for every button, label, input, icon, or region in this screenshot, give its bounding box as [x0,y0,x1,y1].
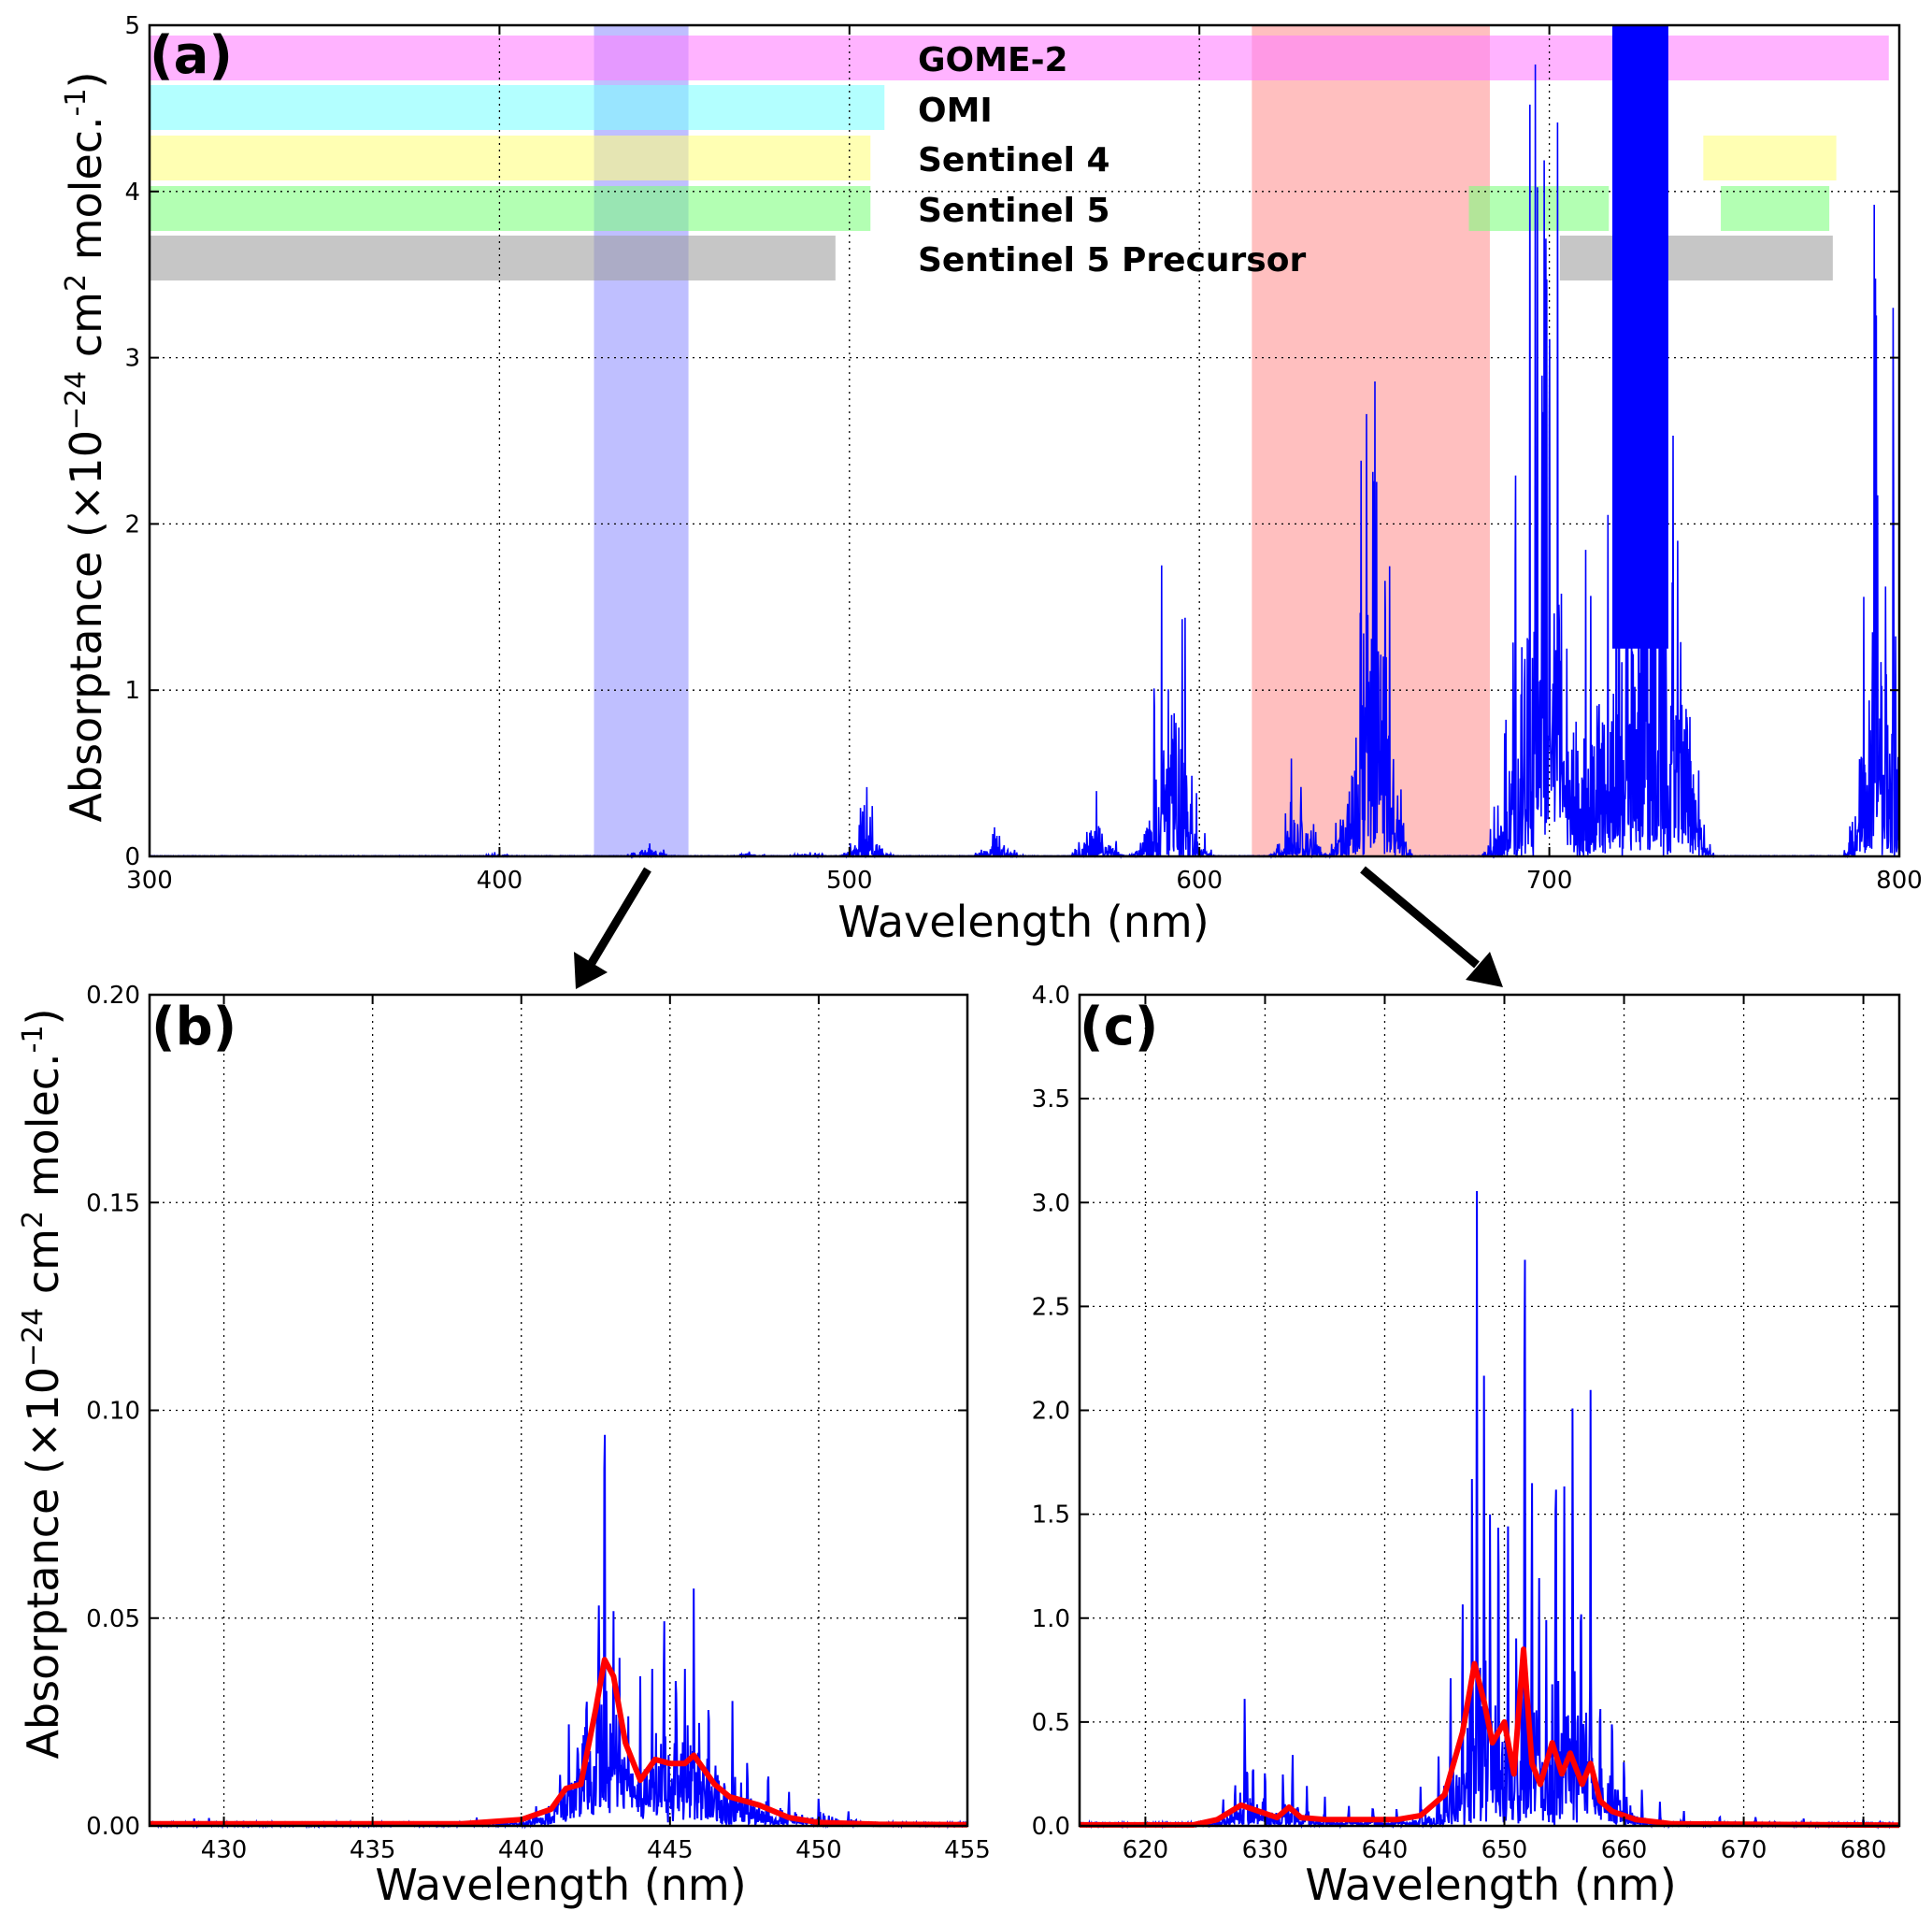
panel-a-ticks: 300 400 500 600 700 800 0 1 2 3 4 5 [124,12,1922,895]
panel-b-x-axis-label: Wavelength (nm) [375,1860,746,1910]
c-x-tick-label: 660 [1601,1836,1648,1864]
panel-b-spectra [149,1434,968,1830]
instrument-bar-2-0 [150,136,871,180]
b-x-tick-label: 440 [498,1836,545,1864]
a-x-tick-label: 700 [1526,867,1573,895]
panel-b-grid [150,994,968,1827]
c-y-tick-label: 2.5 [1032,1293,1070,1321]
instrument-bar-4-0 [150,236,836,280]
a-x-tick-label: 500 [826,867,873,895]
panel-c-spectra [1079,1190,1900,1830]
panel-c-grid [1080,994,1899,1827]
b-x-tick-label: 455 [944,1836,991,1864]
c-y-tick-label: 0.5 [1032,1709,1070,1737]
panel-a-label: (a) [150,25,233,86]
b-y-tick-label: 0.00 [86,1813,140,1841]
c-y-tick-label: 1.5 [1032,1501,1070,1530]
b-y-tick-label: 0.20 [86,982,140,1010]
a-y-tick-label: 1 [124,677,140,705]
panel-a-instrument-bars [150,36,1889,280]
zoom-arrows [574,866,1503,989]
panel-b-blue-line [149,1434,968,1830]
a-y-tick-label: 3 [124,345,140,373]
instrument-label-sentinel5p: Sentinel 5 Precursor [918,241,1306,280]
panel-a-x-axis-label: Wavelength (nm) [837,897,1209,947]
a-y-tick-label: 2 [124,510,140,539]
panel-c-red-line [1080,1646,1900,1829]
b-x-tick-label: 450 [795,1836,842,1864]
zoom-arrowhead-right [1466,952,1503,987]
b-y-tick-label: 0.05 [86,1605,140,1633]
instrument-bar-3-1 [1468,186,1610,231]
panel-b-ticks: 430 435 440 445 450 455 0.00 0.05 0.10 0.15 0.20 [86,982,991,1864]
a-y-tick-label: 5 [124,12,140,40]
c-x-tick-label: 620 [1123,1836,1169,1864]
a-x-tick-label: 300 [126,867,173,895]
b-x-tick-label: 445 [647,1836,694,1864]
b-y-tick-label: 0.15 [86,1189,140,1217]
instrument-bar-3-0 [150,186,871,231]
panel-c-chart: 620 630 640 650 660 670 680 0.0 0.5 1.0 1.5 2.0 2.5 3… [1032,982,1901,1910]
zoom-arrow-right [1360,866,1480,969]
panel-a-y-axis-label: Absorptance (×10−24 cm2 molec.-1) [60,71,112,822]
c-y-tick-label: 2.0 [1032,1398,1070,1426]
panel-c-x-axis-label: Wavelength (nm) [1305,1860,1676,1910]
a-x-tick-label: 400 [477,867,523,895]
instrument-label-sentinel4: Sentinel 4 [918,141,1110,180]
b-x-tick-label: 435 [350,1836,396,1864]
a-y-tick-label: 0 [124,843,140,871]
zoom-arrow-left [588,867,651,966]
instrument-bar-1-0 [150,85,885,130]
instrument-label-gome2: GOME-2 [918,41,1068,79]
c-x-tick-label: 650 [1481,1836,1528,1864]
c-x-tick-label: 640 [1362,1836,1409,1864]
c-y-tick-label: 4.0 [1032,982,1070,1010]
a-x-tick-label: 800 [1876,867,1923,895]
instrument-bar-4-1 [1559,236,1833,280]
a-y-tick-label: 4 [124,179,140,207]
panel-b-chart: 430 435 440 445 450 455 0.00 0.05 0.10 0.15 0.20 (… [17,982,991,1910]
a-x-tick-label: 600 [1176,867,1223,895]
panel-b-y-axis-label: Absorptance (×10−24 cm2 molec.-1) [17,1008,69,1759]
b-x-tick-label: 430 [201,1836,248,1864]
c-y-tick-label: 3.0 [1032,1189,1070,1217]
instrument-bar-2-1 [1703,136,1837,180]
panel-b-red-line [150,1657,968,1828]
panel-b-label: (b) [151,997,236,1057]
zoom-arrowhead-left [574,952,608,989]
panel-a-spectrum [149,25,1900,860]
panel-a-frame [148,23,1901,858]
instrument-label-sentinel5: Sentinel 5 [918,192,1110,230]
instrument-bar-3-2 [1721,186,1830,231]
c-y-tick-label: 1.0 [1032,1605,1070,1633]
c-x-tick-label: 680 [1840,1836,1887,1864]
panel-c-ticks: 620 630 640 650 660 670 680 0.0 0.5 1.0 1.5 2.0 2.5 3… [1032,982,1899,1864]
panel-c-label: (c) [1080,997,1158,1057]
instrument-bar-0-0 [150,36,1889,80]
panel-a-saturated-band [1611,25,1668,649]
instrument-label-omi: OMI [918,92,993,130]
c-y-tick-label: 0.0 [1032,1813,1070,1841]
c-x-tick-label: 630 [1242,1836,1289,1864]
c-y-tick-label: 3.5 [1032,1085,1070,1113]
b-y-tick-label: 0.10 [86,1398,140,1426]
c-x-tick-label: 670 [1721,1836,1767,1864]
